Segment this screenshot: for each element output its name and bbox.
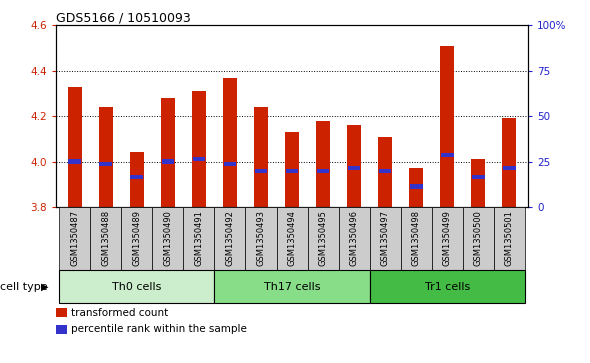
Bar	[378, 136, 392, 207]
Text: Tr1 cells: Tr1 cells	[425, 282, 470, 292]
Text: Th0 cells: Th0 cells	[112, 282, 162, 292]
Bar	[440, 46, 454, 207]
Bar	[316, 121, 330, 207]
Bar	[59, 207, 90, 270]
Bar	[223, 78, 237, 207]
Bar	[410, 184, 422, 188]
Bar	[432, 207, 463, 270]
Text: GSM1350490: GSM1350490	[163, 210, 172, 266]
Bar	[122, 207, 152, 270]
Bar	[339, 207, 370, 270]
Text: GSM1350495: GSM1350495	[319, 210, 327, 266]
Bar	[285, 132, 299, 207]
Bar	[494, 207, 525, 270]
Bar	[347, 125, 361, 207]
Bar	[317, 168, 329, 173]
Bar	[307, 207, 339, 270]
Bar	[471, 159, 486, 207]
Bar	[441, 153, 454, 157]
Bar	[348, 166, 360, 170]
Text: GDS5166 / 10510093: GDS5166 / 10510093	[56, 11, 191, 24]
Bar	[370, 207, 401, 270]
Bar	[59, 270, 214, 303]
Text: GSM1350487: GSM1350487	[70, 210, 79, 266]
Bar	[68, 87, 81, 207]
Bar	[162, 159, 174, 164]
Bar	[409, 168, 423, 207]
Bar	[463, 207, 494, 270]
Text: transformed count: transformed count	[71, 308, 168, 318]
Text: GSM1350498: GSM1350498	[412, 210, 421, 266]
Bar	[401, 207, 432, 270]
Text: GSM1350489: GSM1350489	[132, 210, 141, 266]
Bar	[183, 207, 214, 270]
Bar	[224, 162, 236, 166]
Text: GSM1350497: GSM1350497	[381, 210, 390, 266]
Bar	[255, 168, 267, 173]
Text: GSM1350496: GSM1350496	[350, 210, 359, 266]
Text: percentile rank within the sample: percentile rank within the sample	[71, 325, 247, 334]
Bar	[192, 91, 206, 207]
Bar	[503, 118, 516, 207]
Bar	[286, 168, 299, 173]
Text: GSM1350493: GSM1350493	[257, 210, 266, 266]
Text: Th17 cells: Th17 cells	[264, 282, 320, 292]
Text: GSM1350501: GSM1350501	[505, 210, 514, 266]
Text: ▶: ▶	[41, 282, 48, 292]
Bar	[130, 175, 143, 179]
Bar	[277, 207, 307, 270]
Bar	[254, 107, 268, 207]
Text: GSM1350491: GSM1350491	[194, 210, 204, 266]
Text: GSM1350500: GSM1350500	[474, 210, 483, 266]
Bar	[245, 207, 277, 270]
Bar	[152, 207, 183, 270]
Bar	[68, 159, 81, 164]
Text: GSM1350499: GSM1350499	[443, 210, 452, 266]
Text: cell type: cell type	[0, 282, 48, 292]
Bar	[192, 157, 205, 161]
Bar	[90, 207, 122, 270]
Bar	[161, 98, 175, 207]
Bar	[99, 107, 113, 207]
Bar	[503, 166, 516, 170]
Bar	[214, 207, 245, 270]
Bar	[370, 270, 525, 303]
Bar	[100, 162, 112, 166]
Text: GSM1350488: GSM1350488	[101, 210, 110, 266]
Text: GSM1350492: GSM1350492	[225, 210, 234, 266]
Bar	[130, 152, 144, 207]
Text: GSM1350494: GSM1350494	[287, 210, 297, 266]
Bar	[379, 168, 392, 173]
Bar	[214, 270, 370, 303]
Bar	[472, 175, 484, 179]
